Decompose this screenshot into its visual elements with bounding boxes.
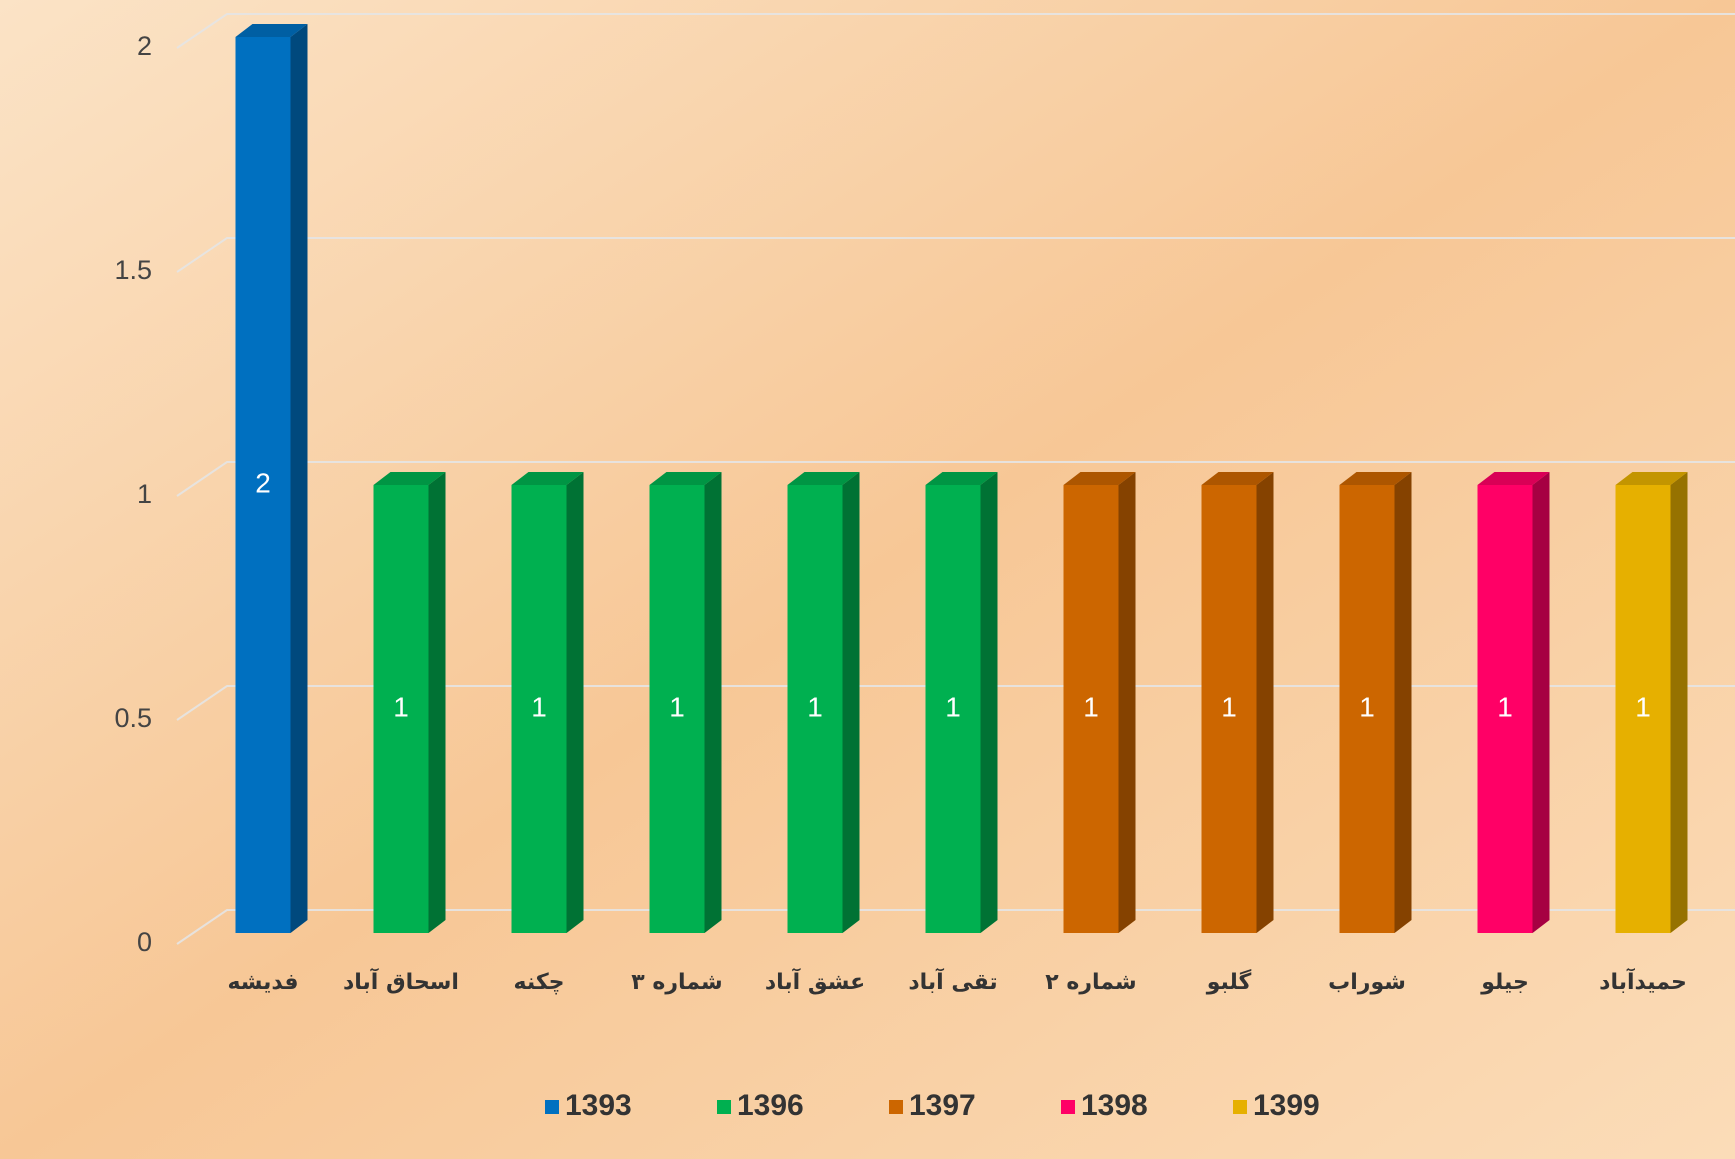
bar-side-shade (1533, 472, 1550, 933)
chart: 0 0.5 1 1.5 2 فدیشه اسحاق آباد چکنه شماره ۳ عشق آ… (0, 0, 1735, 1159)
legend-label: 1393 (565, 1089, 632, 1122)
bar-side-shade (291, 24, 308, 933)
x-tick-label: فدیشه (227, 970, 298, 995)
legend-label: 1399 (1253, 1089, 1320, 1122)
data-label: 1 (1221, 691, 1237, 722)
data-label: 1 (669, 691, 685, 722)
page: {"chart_data": {"type": "bar3d", "catego… (0, 0, 1735, 1159)
legend-swatch (545, 1100, 559, 1114)
data-label: 1 (393, 691, 409, 722)
x-tick-label: عشق آباد (765, 967, 865, 995)
bar-side-shade (1671, 472, 1688, 933)
x-tick-label: شوراب (1328, 970, 1406, 995)
y-tick-label: 0 (137, 927, 152, 957)
bar-side-shade (981, 472, 998, 933)
legend-label: 1396 (737, 1089, 804, 1122)
data-label: 1 (807, 691, 823, 722)
legend-swatch (1061, 1100, 1075, 1114)
bar-side-shade (1257, 472, 1274, 933)
bar-side-shade (1395, 472, 1412, 933)
legend-label: 1398 (1081, 1089, 1148, 1122)
x-tick-label: حمیدآباد (1599, 967, 1687, 995)
data-label: 1 (1635, 691, 1651, 722)
y-tick-label: 0.5 (114, 703, 152, 733)
y-tick-label: 2 (137, 31, 152, 61)
y-tick-label: 1 (137, 479, 152, 509)
x-tick-label: جیلو (1480, 970, 1529, 995)
x-tick-label: تقی آباد (908, 967, 997, 995)
y-tick-label: 1.5 (114, 255, 152, 285)
x-tick-label: شماره ۳ (631, 970, 722, 995)
legend-swatch (1233, 1100, 1247, 1114)
data-label: 1 (1497, 691, 1513, 722)
x-tick-label: چکنه (514, 970, 565, 995)
data-label: 2 (255, 467, 271, 498)
bar-side-shade (705, 472, 722, 933)
bar-side-shade (429, 472, 446, 933)
legend-label: 1397 (909, 1089, 976, 1122)
x-tick-label: اسحاق آباد (343, 967, 459, 995)
data-label: 1 (1359, 691, 1375, 722)
x-tick-label: گلبو (1206, 968, 1252, 995)
bar-side-shade (1119, 472, 1136, 933)
bar-side-shade (843, 472, 860, 933)
legend-swatch (717, 1100, 731, 1114)
x-tick-label: شماره ۲ (1045, 970, 1136, 995)
data-label: 1 (1083, 691, 1099, 722)
legend-swatch (889, 1100, 903, 1114)
bar-side-shade (567, 472, 584, 933)
data-label: 1 (531, 691, 547, 722)
data-label: 1 (945, 691, 961, 722)
